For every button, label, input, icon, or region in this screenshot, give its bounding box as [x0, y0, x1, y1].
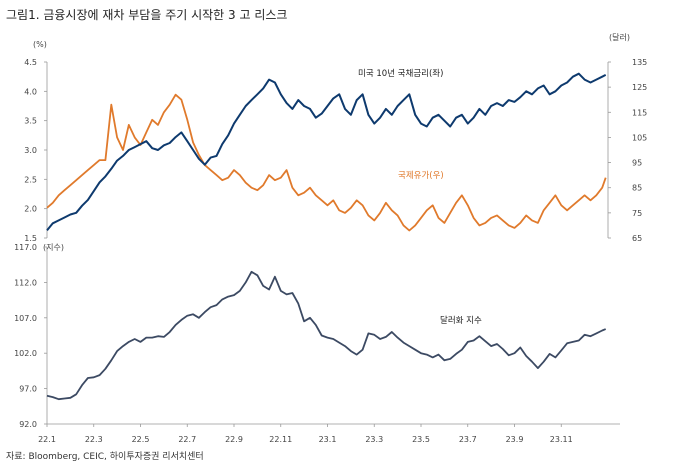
x-tick-label: 23.1: [319, 435, 337, 444]
top-right-tick-label: 125: [632, 83, 647, 92]
x-tick-label: 22.3: [85, 435, 103, 444]
x-tick-label: 23.5: [412, 435, 430, 444]
x-tick-label: 22.7: [178, 435, 196, 444]
bottom-left-tick-label: 92.0: [19, 420, 37, 429]
top-right-tick-label: 85: [632, 184, 642, 193]
oil-price-label: 국제유가(우): [398, 171, 444, 181]
bottom-left-tick-label: 102.0: [14, 349, 37, 358]
x-tick-label: 23.9: [506, 435, 524, 444]
oil-price-line: [46, 93, 607, 232]
dollar-index-line: [46, 270, 607, 401]
bottom-left-tick-label: 117.0: [14, 243, 37, 252]
x-tick-label: 22.1: [38, 435, 56, 444]
us10y-yield-label: 미국 10년 국채금리(좌): [358, 68, 443, 79]
bottom-left-tick-label: 107.0: [14, 314, 37, 323]
top-left-tick-label: 2.5: [24, 175, 37, 184]
top-right-tick-label: 65: [632, 234, 642, 243]
top-left-tick-label: 4.0: [24, 87, 37, 96]
top-left-tick-label: 3.0: [24, 146, 37, 155]
top-left-tick-label: 1.5: [24, 234, 37, 243]
bottom-left-tick-label: 112.0: [14, 278, 37, 287]
top-panel: (%) (달러) 4.5 4.0 3.5 3.0 2.5 2.0 1.5 135 125 115 105…: [24, 33, 647, 243]
top-left-unit: (%): [33, 40, 47, 49]
source-note: 자료: Bloomberg, CEIC, 하이투자증권 리서치센터: [6, 452, 204, 462]
chart-title: 그림1. 금융시장에 재차 부담을 주기 시작한 3 고 리스크: [6, 8, 288, 22]
top-right-tick-label: 115: [632, 108, 647, 117]
top-right-tick-label: 75: [632, 209, 642, 218]
top-right-tick-label: 135: [632, 58, 647, 67]
x-tick-label: 22.5: [132, 435, 150, 444]
x-tick-label: 22.11: [269, 435, 292, 444]
x-tick-label: 22.9: [225, 435, 243, 444]
x-tick-label: 23.11: [550, 435, 573, 444]
top-right-tick-label: 95: [632, 159, 642, 168]
us10y-yield-line: [46, 72, 607, 232]
top-left-tick-label: 2.0: [24, 205, 37, 214]
x-tick-label: 23.7: [459, 435, 477, 444]
top-right-tick-label: 105: [632, 133, 647, 142]
bottom-left-unit: (지수): [43, 243, 64, 252]
top-left-tick-label: 4.5: [24, 58, 37, 67]
x-tick-label: 23.3: [365, 435, 383, 444]
bottom-left-tick-label: 97.0: [19, 385, 37, 394]
dollar-index-label: 달러화 지수: [440, 315, 482, 326]
top-right-unit: (달러): [609, 33, 630, 42]
bottom-panel: (지수) 117.0 112.0 107.0 102.0 97.0 92.022.1 22.3…: [14, 243, 620, 444]
top-left-tick-label: 3.5: [24, 117, 37, 126]
